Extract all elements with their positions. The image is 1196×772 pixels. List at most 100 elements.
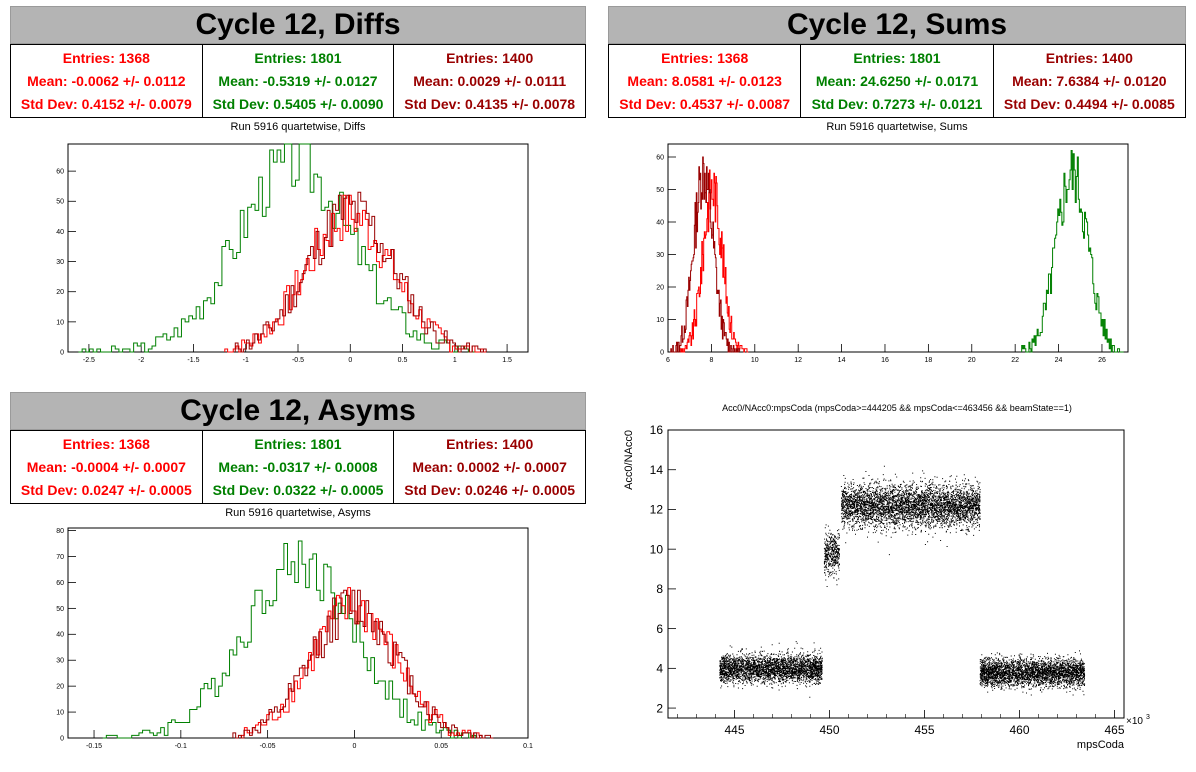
x-tick-label: -0.5 <box>292 357 304 364</box>
stat-std: Std Dev: 0.0247 +/- 0.0005 <box>20 481 192 498</box>
x-tick-label: 0.5 <box>398 357 408 364</box>
y-tick-label: 0 <box>60 735 64 742</box>
diffs-stats: Entries: 1368 Mean: -0.0062 +/- 0.0112 S… <box>10 44 586 118</box>
y-tick-label: 40 <box>656 219 664 226</box>
y-tick-label: 10 <box>656 317 664 324</box>
y-tick-label: 40 <box>56 632 64 639</box>
y-tick-label: 4 <box>656 662 663 676</box>
stat-std: Std Dev: 0.4537 +/- 0.0087 <box>619 95 791 112</box>
stat-std: Std Dev: 0.4152 +/- 0.0079 <box>20 95 192 112</box>
histogram-series-1 <box>241 587 485 739</box>
histogram-series-0 <box>78 143 476 353</box>
x-tick-label: 1 <box>453 357 457 364</box>
stat-mean: Mean: -0.0317 +/- 0.0008 <box>218 458 378 475</box>
stat-entries: Entries: 1801 <box>254 436 342 453</box>
diffs-stat-green: Entries: 1801 Mean: -0.5319 +/- 0.0127 S… <box>202 44 395 118</box>
diffs-stat-darkred: Entries: 1400 Mean: 0.0029 +/- 0.0111 St… <box>394 44 586 118</box>
x-tick-label: -1.5 <box>187 357 199 364</box>
asyms-histogram: -0.15 -0.1 -0.05 0 0.05 0.1 0 10 20 30 40 50 60 70 80 <box>56 527 533 750</box>
x-tick-label: 450 <box>819 723 839 737</box>
x-tick-label: -2 <box>138 357 144 364</box>
stat-std: Std Dev: 0.0322 +/- 0.0005 <box>212 481 384 498</box>
y-tick-label: 40 <box>56 229 64 236</box>
asyms-stat-red: Entries: 1368 Mean: -0.0004 +/- 0.0007 S… <box>11 430 203 504</box>
sums-banner: Cycle 12, Sums <box>608 6 1186 44</box>
y-tick-label: 2 <box>656 701 663 715</box>
x-tick-label: -0.15 <box>86 743 102 750</box>
asyms-stat-darkred: Entries: 1400 Mean: 0.0002 +/- 0.0007 St… <box>394 430 586 504</box>
y-tick-label: 20 <box>656 284 664 291</box>
x-tick-label: 20 <box>968 357 976 364</box>
x-tick-label: 14 <box>838 357 846 364</box>
y-tick-label: 10 <box>56 710 64 717</box>
histogram-series-1 <box>678 169 749 353</box>
stat-std: Std Dev: 0.4135 +/- 0.0078 <box>404 95 576 112</box>
asyms-banner: Cycle 12, Asyms <box>10 392 586 430</box>
sums-stat-green: Entries: 1801 Mean: 24.6250 +/- 0.0171 S… <box>801 44 994 118</box>
asyms-subtitle: Run 5916 quartetwise, Asyms <box>225 507 371 519</box>
stat-mean: Mean: 0.0002 +/- 0.0007 <box>412 458 567 475</box>
x-axis-label: mpsCoda <box>1077 739 1125 751</box>
y-tick-label: 14 <box>650 463 664 477</box>
y-tick-label: 30 <box>56 259 64 266</box>
scatter-title: Acc0/NAcc0:mpsCoda (mpsCoda>=444205 && m… <box>722 403 1072 413</box>
stat-std: Std Dev: 0.5405 +/- 0.0090 <box>212 95 384 112</box>
x-tick-label: 445 <box>724 723 744 737</box>
scatter-cluster-2 <box>840 465 981 556</box>
x-tick-label: 0.05 <box>434 743 448 750</box>
y-tick-label: 70 <box>56 554 64 561</box>
x-tick-label: 455 <box>914 723 934 737</box>
sums-stats: Entries: 1368 Mean: 8.0581 +/- 0.0123 St… <box>608 44 1186 118</box>
y-tick-label: 0 <box>660 349 664 356</box>
plot-frame <box>67 143 529 353</box>
x-tick-label: -1 <box>243 357 249 364</box>
x-axis-exponent-power: 3 <box>1146 714 1150 721</box>
sums-stat-red: Entries: 1368 Mean: 8.0581 +/- 0.0123 St… <box>609 44 802 118</box>
x-tick-label: 12 <box>794 357 802 364</box>
stat-mean: Mean: 0.0029 +/- 0.0111 <box>413 72 567 89</box>
x-tick-label: 465 <box>1104 723 1124 737</box>
x-tick-label: 10 <box>751 357 759 364</box>
y-tick-label: 12 <box>650 503 664 517</box>
x-tick-label: 1.5 <box>502 357 512 364</box>
x-tick-label: 26 <box>1098 357 1106 364</box>
stat-entries: Entries: 1400 <box>1045 50 1133 67</box>
y-tick-label: 60 <box>56 580 64 587</box>
stat-std: Std Dev: 0.4494 +/- 0.0085 <box>1003 95 1175 112</box>
plot-frame <box>67 527 529 739</box>
x-tick-label: 18 <box>924 357 932 364</box>
x-tick-label: 460 <box>1009 723 1029 737</box>
y-tick-label: 60 <box>656 154 664 161</box>
stat-mean: Mean: 24.6250 +/- 0.0171 <box>815 72 979 89</box>
x-axis-exponent: ×10 <box>1126 716 1143 727</box>
y-tick-label: 0 <box>60 349 64 356</box>
stat-std: Std Dev: 0.7273 +/- 0.0121 <box>811 95 983 112</box>
asyms-stat-green: Entries: 1801 Mean: -0.0317 +/- 0.0008 S… <box>202 430 395 504</box>
histogram-series-0 <box>1021 150 1124 353</box>
stat-mean: Mean: -0.5319 +/- 0.0127 <box>218 72 378 89</box>
x-tick-label: 16 <box>881 357 889 364</box>
stat-std: Std Dev: 0.0246 +/- 0.0005 <box>404 481 576 498</box>
diffs-histogram: -2.5 -2 -1.5 -1 -0.5 0 0.5 1 1.5 0 10 20 30 40 50 60 <box>56 143 529 364</box>
y-axis-label: Acc0/NAcc0 <box>623 430 635 490</box>
sums-stat-darkred: Entries: 1400 Mean: 7.6384 +/- 0.0120 St… <box>993 44 1185 118</box>
y-tick-label: 6 <box>656 622 663 636</box>
x-tick-label: 22 <box>1011 357 1019 364</box>
histogram-series-0 <box>102 540 477 739</box>
x-tick-label: 0.1 <box>523 743 533 750</box>
plot-frame <box>667 429 1125 719</box>
diffs-stat-red: Entries: 1368 Mean: -0.0062 +/- 0.0112 S… <box>11 44 203 118</box>
stat-entries: Entries: 1801 <box>254 50 342 67</box>
stat-mean: Mean: -0.0004 +/- 0.0007 <box>26 458 186 475</box>
x-tick-label: 8 <box>709 357 713 364</box>
y-tick-label: 80 <box>56 528 64 535</box>
histogram-series-1 <box>224 194 487 353</box>
x-tick-label: -2.5 <box>83 357 95 364</box>
y-tick-label: 20 <box>56 684 64 691</box>
x-tick-label: -0.05 <box>260 743 276 750</box>
x-tick-label: 0 <box>348 357 352 364</box>
y-tick-label: 20 <box>56 289 64 296</box>
y-tick-label: 50 <box>56 199 64 206</box>
scatter-cluster-1 <box>823 524 840 587</box>
scatter-cluster-0 <box>719 641 823 698</box>
